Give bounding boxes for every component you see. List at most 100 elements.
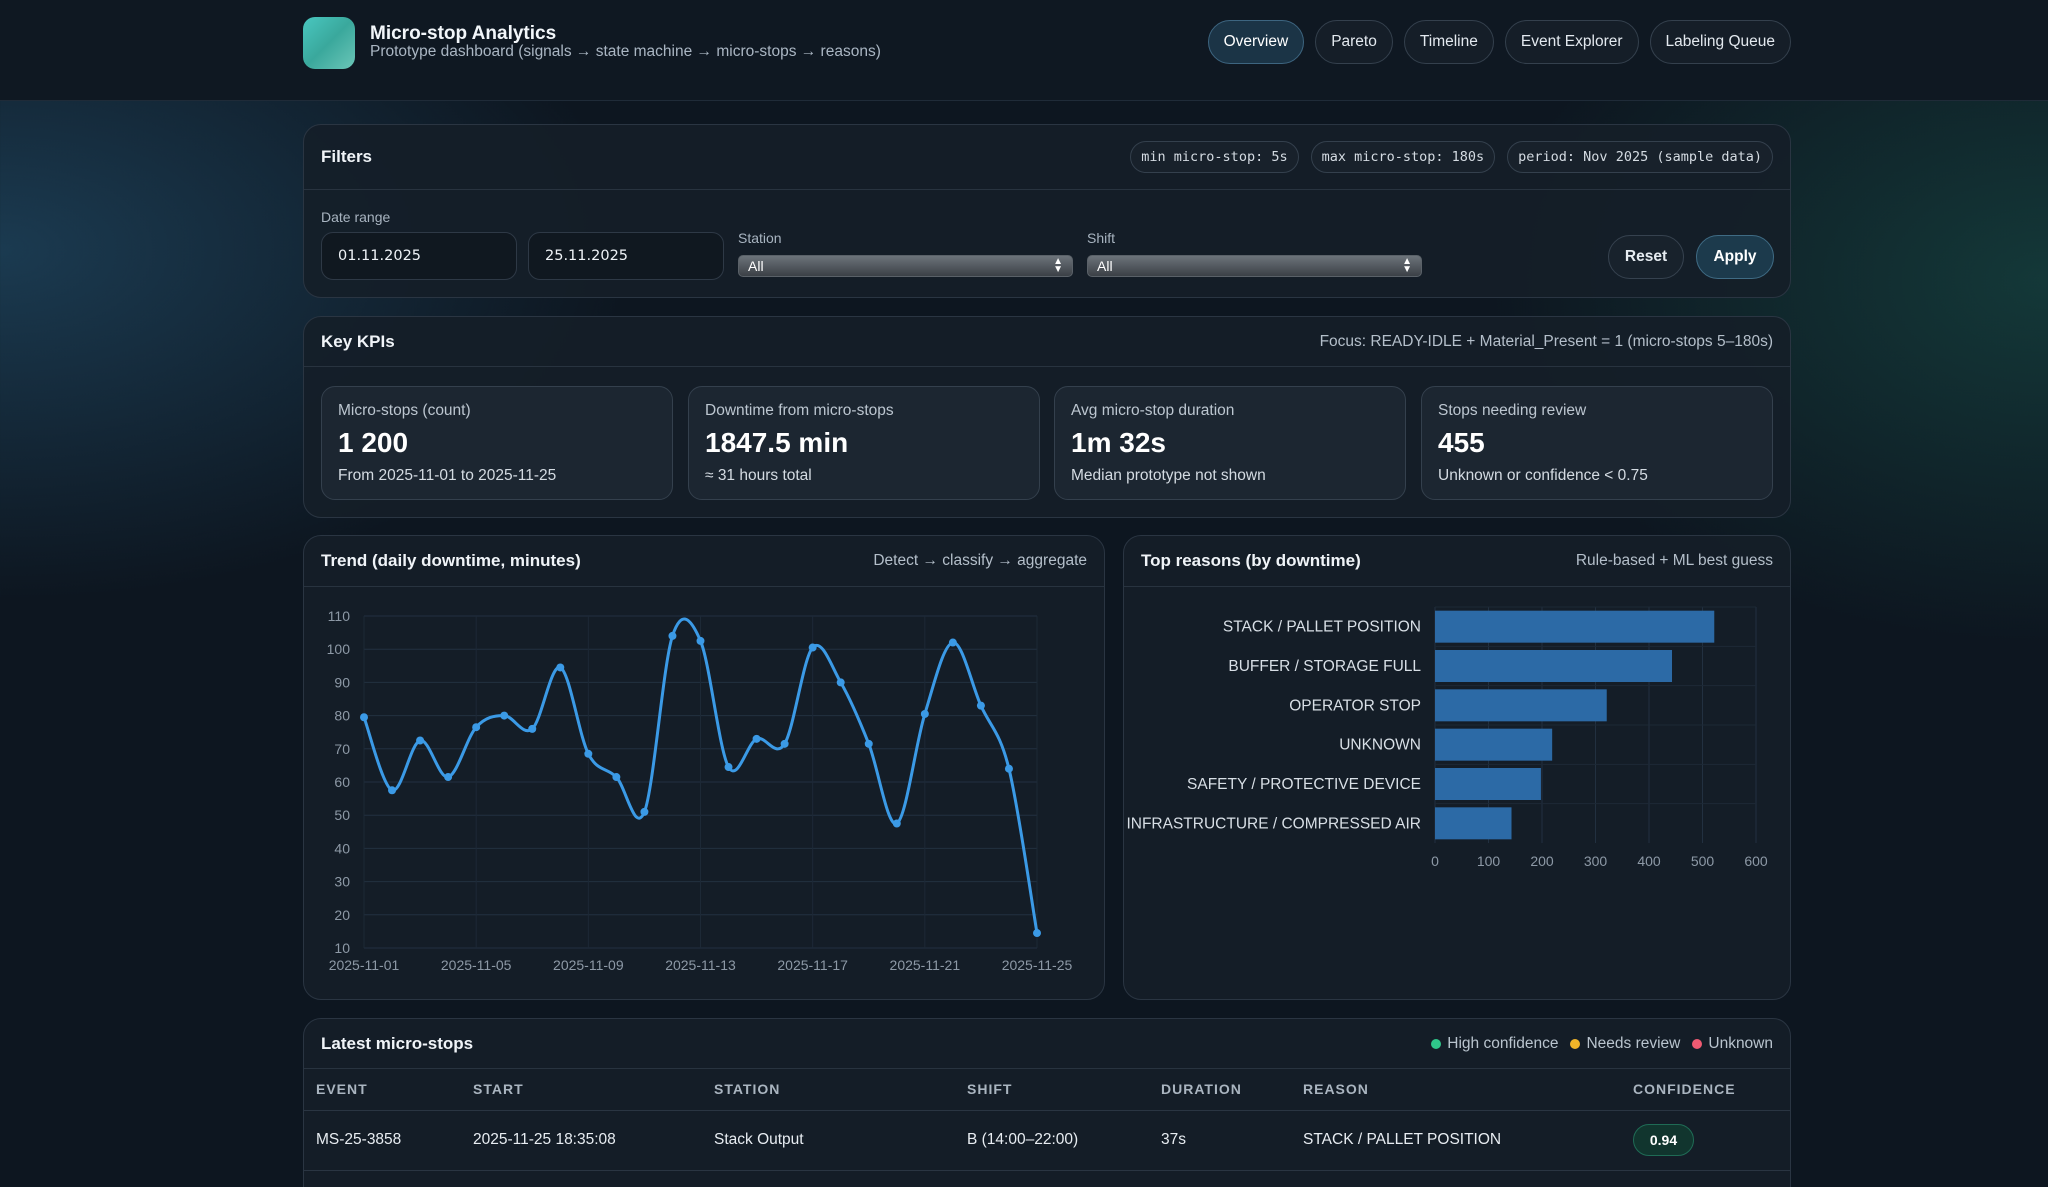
select-arrows-icon: ▲ ▼ bbox=[1053, 256, 1063, 275]
reasons-card: Top reasons (by downtime) Rule-based + M… bbox=[1123, 535, 1791, 1000]
data-point bbox=[500, 711, 509, 720]
table-row-partial[interactable] bbox=[304, 1170, 1790, 1187]
filters-card: Filters min micro-stop: 5s max micro-sto… bbox=[303, 124, 1791, 298]
kpi-value: 1m 32s bbox=[1071, 427, 1166, 458]
data-point bbox=[388, 786, 397, 795]
table-row[interactable]: MS-25-3858 2025-11-25 18:35:08 Stack Out… bbox=[304, 1110, 1790, 1171]
nav-event-explorer[interactable]: Event Explorer bbox=[1504, 20, 1639, 64]
latest-card: Latest micro-stops High confidence Needs… bbox=[303, 1018, 1791, 1187]
reasons-header: Top reasons (by downtime) Rule-based + M… bbox=[1124, 536, 1790, 587]
trend-line-chart: 10 20 30 40 50 60 70 80 90 100 110 2025-11-01 2025-1… bbox=[327, 608, 1073, 973]
x-tick-label: 100 bbox=[1477, 853, 1501, 869]
data-point bbox=[864, 739, 873, 748]
data-point bbox=[752, 734, 761, 743]
high-confidence-dot-icon bbox=[1431, 1038, 1442, 1049]
cell-confidence: 0.94 bbox=[1621, 1110, 1790, 1171]
data-point bbox=[780, 739, 789, 748]
x-tick-label: 400 bbox=[1637, 853, 1661, 869]
kpi-header: Key KPIs Focus: READY-IDLE + Material_Pr… bbox=[304, 317, 1790, 367]
date-to-input[interactable]: 25.11.2025 bbox=[528, 232, 724, 280]
data-point bbox=[444, 773, 453, 782]
shift-label: Shift bbox=[1087, 230, 1116, 246]
x-tick-label: 600 bbox=[1744, 853, 1768, 869]
data-point bbox=[612, 773, 621, 782]
x-tick-label: 2025-11-21 bbox=[890, 957, 961, 973]
kpi-avg-duration: Avg micro-stop duration 1m 32s Median pr… bbox=[1054, 386, 1406, 500]
nav-labeling-queue[interactable]: Labeling Queue bbox=[1649, 20, 1791, 64]
kpi-value: 1 200 bbox=[338, 427, 409, 458]
data-point bbox=[696, 636, 705, 645]
reason-label: UNKNOWN bbox=[1339, 737, 1421, 754]
reason-bar bbox=[1435, 650, 1673, 682]
filter-pill-min: min micro-stop: 5s bbox=[1130, 141, 1299, 173]
y-tick-label: 50 bbox=[334, 807, 350, 823]
data-point bbox=[360, 713, 368, 722]
cell-station: Stack Output bbox=[702, 1110, 955, 1171]
y-tick-label: 80 bbox=[334, 708, 350, 724]
filters-title: Filters bbox=[321, 147, 373, 166]
y-tick-label: 70 bbox=[334, 741, 350, 757]
app-subtitle: Prototype dashboard (signals → state mac… bbox=[370, 43, 881, 60]
col-event[interactable]: EVENT bbox=[304, 1069, 461, 1111]
col-start[interactable]: START bbox=[461, 1069, 702, 1111]
trend-note: Detect → classify → aggregate bbox=[873, 552, 1087, 569]
apply-button[interactable]: Apply bbox=[1696, 235, 1774, 279]
y-tick-label: 60 bbox=[334, 774, 350, 790]
cell-start: 2025-11-25 18:35:08 bbox=[461, 1110, 702, 1171]
trend-line bbox=[362, 617, 1039, 934]
col-confidence[interactable]: CONFIDENCE bbox=[1621, 1069, 1790, 1111]
trend-title: Trend (daily downtime, minutes) bbox=[321, 551, 581, 570]
col-duration[interactable]: DURATION bbox=[1149, 1069, 1291, 1111]
y-tick-label: 90 bbox=[334, 674, 350, 690]
kpi-sub: Median prototype not shown bbox=[1071, 467, 1266, 484]
data-point bbox=[416, 736, 425, 745]
data-point bbox=[556, 663, 565, 672]
kpi-needs-review: Stops needing review 455 Unknown or conf… bbox=[1421, 386, 1773, 500]
y-tick-label: 110 bbox=[328, 608, 351, 624]
kpi-title: Key KPIs bbox=[321, 331, 395, 351]
x-tick-label: 500 bbox=[1691, 853, 1715, 869]
kpi-label: Downtime from micro-stops bbox=[705, 402, 894, 419]
col-reason[interactable]: REASON bbox=[1291, 1069, 1621, 1111]
kpi-downtime: Downtime from micro-stops 1847.5 min ≈ 3… bbox=[688, 386, 1040, 500]
cell-duration: 37s bbox=[1149, 1110, 1291, 1171]
col-shift[interactable]: SHIFT bbox=[955, 1069, 1149, 1111]
filter-pill-period: period: Nov 2025 (sample data) bbox=[1507, 141, 1773, 173]
table-header-row: EVENT START STATION SHIFT DURATION REASO… bbox=[304, 1069, 1790, 1111]
nav-timeline[interactable]: Timeline bbox=[1403, 20, 1494, 64]
station-select-value: All bbox=[748, 258, 764, 274]
data-point bbox=[668, 631, 677, 640]
reason-label: STACK / PALLET POSITION bbox=[1223, 619, 1421, 636]
kpi-value: 1847.5 min bbox=[705, 427, 849, 458]
app-logo bbox=[303, 17, 355, 69]
x-tick-label: 2025-11-17 bbox=[777, 957, 848, 973]
nav-pareto[interactable]: Pareto bbox=[1315, 20, 1393, 64]
x-tick-label: 300 bbox=[1584, 853, 1608, 869]
filter-pill-max: max micro-stop: 180s bbox=[1310, 141, 1496, 173]
data-point bbox=[472, 723, 481, 732]
data-point bbox=[528, 724, 537, 733]
data-point bbox=[640, 807, 649, 816]
reason-bar bbox=[1435, 728, 1553, 761]
reasons-title: Top reasons (by downtime) bbox=[1141, 551, 1361, 570]
y-tick-label: 100 bbox=[327, 641, 351, 657]
cell-event[interactable]: MS-25-3858 bbox=[304, 1110, 461, 1171]
unknown-dot-icon bbox=[1692, 1038, 1703, 1049]
main-nav: Overview Pareto Timeline Event Explorer … bbox=[1207, 20, 1791, 64]
reason-label: BUFFER / STORAGE FULL bbox=[1228, 658, 1421, 675]
confidence-badge: 0.94 bbox=[1633, 1124, 1694, 1156]
col-station[interactable]: STATION bbox=[702, 1069, 955, 1111]
nav-overview[interactable]: Overview bbox=[1207, 20, 1305, 64]
kpi-value: 455 bbox=[1438, 427, 1485, 458]
shift-select[interactable]: All ▲ ▼ bbox=[1087, 255, 1422, 277]
shift-select-value: All bbox=[1097, 258, 1113, 274]
data-point bbox=[920, 709, 929, 718]
x-tick-label: 2025-11-05 bbox=[441, 957, 512, 973]
station-select[interactable]: All ▲ ▼ bbox=[738, 255, 1073, 277]
x-tick-label: 2025-11-01 bbox=[329, 957, 400, 973]
date-from-input[interactable]: 01.11.2025 bbox=[321, 232, 517, 280]
reset-button[interactable]: Reset bbox=[1608, 235, 1684, 279]
data-point bbox=[1033, 929, 1041, 938]
data-point bbox=[892, 819, 901, 828]
latest-table: EVENT START STATION SHIFT DURATION REASO… bbox=[304, 1069, 1790, 1187]
